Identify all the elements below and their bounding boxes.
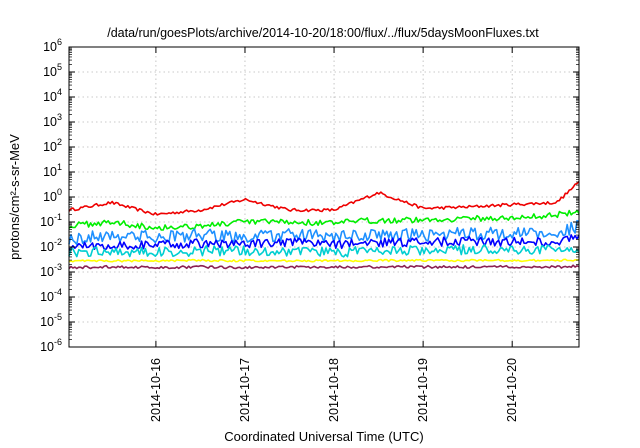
y-tick-label: 105: [43, 62, 62, 79]
axis-ticks: [69, 46, 579, 348]
y-tick-label: 103: [43, 112, 62, 129]
series-line-4: [68, 234, 580, 251]
y-tick-label: 10-6: [40, 337, 62, 354]
x-tick-label: 2014-10-18: [327, 358, 341, 422]
chart-title: /data/run/goesPlots/archive/2014-10-20/1…: [107, 26, 539, 40]
x-tick-labels: 2014-10-16 2014-10-17 2014-10-18 2014-10-19…: [149, 358, 519, 422]
series-line-5: [68, 244, 580, 258]
y-axis-label: protons/cm²-s-sr-MeV: [7, 134, 22, 260]
y-tick-label: 100: [43, 187, 62, 204]
x-tick-label: 2014-10-16: [149, 358, 163, 422]
y-tick-label: 102: [43, 137, 62, 154]
y-tick-label: 101: [43, 162, 62, 179]
series-line-1: [68, 181, 580, 216]
x-tick-label: 2014-10-20: [505, 358, 519, 422]
x-tick-label: 2014-10-19: [416, 358, 430, 422]
y-tick-label: 10-4: [40, 287, 62, 304]
series-lines: [68, 181, 580, 270]
x-tick-label: 2014-10-17: [238, 358, 252, 422]
y-tick-label: 104: [43, 87, 62, 104]
y-tick-labels: 10-6 10-5 10-4 10-3 10-2 10-1 100 101 102 103 104 1…: [40, 37, 62, 354]
series-line-6: [68, 258, 580, 263]
series-line-7: [68, 264, 580, 270]
series-line-2: [68, 209, 580, 231]
y-tick-label: 106: [43, 37, 62, 54]
x-axis-label: Coordinated Universal Time (UTC): [224, 429, 423, 444]
y-tick-label: 10-5: [40, 312, 62, 329]
y-tick-label: 10-1: [40, 212, 62, 229]
y-tick-label: 10-2: [40, 237, 62, 254]
grid: [69, 47, 579, 347]
y-tick-label: 10-3: [40, 262, 62, 279]
